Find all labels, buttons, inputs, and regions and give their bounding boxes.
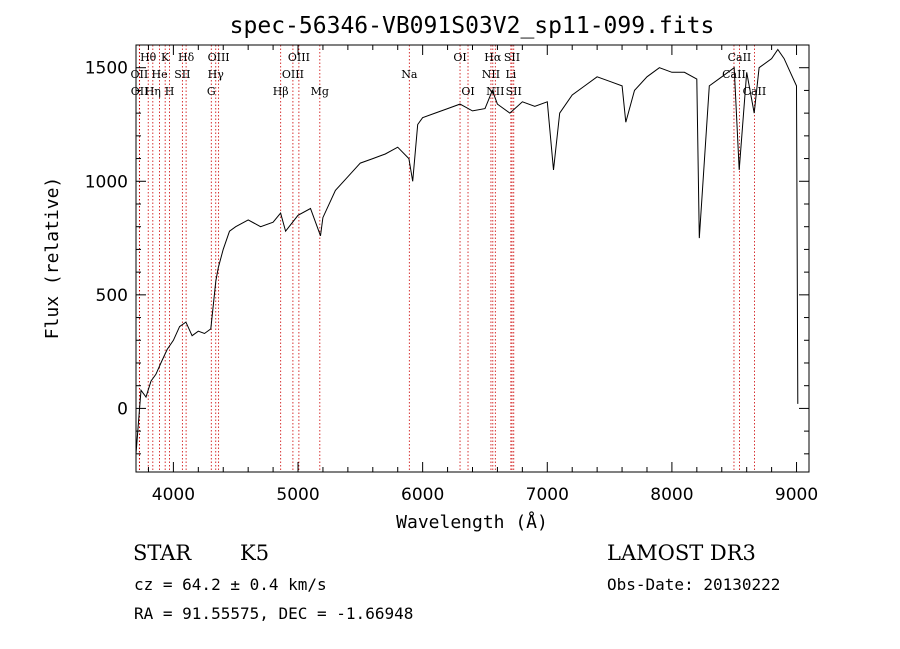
spectrum-plot — [135, 48, 799, 454]
emission-line-label: OIII — [288, 51, 310, 64]
emission-line-label: NII — [486, 85, 504, 98]
x-tick-label: 6000 — [401, 485, 444, 505]
x-tick-label: 8000 — [650, 485, 693, 505]
emission-line-label: OIII — [282, 68, 304, 81]
y-axis-ticks: 0 500 1000 1500 — [85, 44, 809, 455]
spectral-subclass: K5 — [240, 541, 269, 565]
emission-line-label: Li — [505, 68, 516, 81]
x-axis-label: Wavelength (Å) — [396, 511, 548, 533]
redshift-readout: cz = 64.2 ± 0.4 km/s — [134, 575, 327, 594]
emission-line-label: Hδ — [178, 51, 195, 64]
x-tick-label: 9000 — [775, 485, 818, 505]
emission-line-label: Hβ — [273, 85, 289, 98]
emission-line-label: Na — [401, 68, 418, 81]
spectrum-line — [135, 48, 799, 454]
emission-line-label: Mg — [311, 85, 329, 98]
emission-line-label: He — [152, 68, 168, 81]
x-tick-label: 5000 — [276, 485, 319, 505]
emission-line-label: NII — [482, 68, 500, 81]
emission-line-label: G — [207, 85, 216, 98]
emission-line-label: OIII — [208, 51, 230, 64]
x-tick-label: 4000 — [152, 485, 195, 505]
y-tick-label: 0 — [117, 399, 128, 419]
y-axis-label: Flux (relative) — [42, 177, 63, 340]
emission-line-label: H — [165, 85, 175, 98]
emission-line-label: OI — [461, 85, 474, 98]
x-axis-ticks: 4000 5000 6000 7000 8000 9000 — [147, 45, 818, 505]
object-class: STAR — [133, 541, 192, 565]
emission-line-label: CaII — [728, 51, 752, 64]
emission-line-label: SII — [504, 51, 520, 64]
x-tick-label: 7000 — [526, 485, 569, 505]
emission-line-label: Hγ — [208, 68, 225, 81]
obs-date: Obs-Date: 20130222 — [607, 575, 780, 594]
emission-line-label: OI — [453, 51, 466, 64]
emission-line-label: OII — [131, 68, 149, 81]
emission-line-label: SII — [174, 68, 190, 81]
emission-line-label: Hη — [145, 85, 161, 98]
chart-title: spec-56346-VB091S03V2_sp11-099.fits — [230, 13, 715, 39]
y-tick-label: 1000 — [85, 172, 128, 192]
coordinates: RA = 91.55575, DEC = -1.66948 — [134, 604, 413, 623]
emission-line-markers — [138, 45, 755, 472]
emission-line-label: CaII — [722, 68, 746, 81]
emission-line-label: K — [161, 51, 170, 64]
emission-line-label: SII — [506, 85, 522, 98]
emission-line-label: Hα — [484, 51, 502, 64]
emission-line-label: OII — [131, 85, 149, 98]
survey-name: LAMOST DR3 — [607, 541, 756, 565]
emission-line-label: Hθ — [140, 51, 157, 64]
y-tick-label: 500 — [96, 286, 128, 306]
y-tick-label: 1500 — [85, 59, 128, 79]
emission-line-label: CaII — [743, 85, 767, 98]
